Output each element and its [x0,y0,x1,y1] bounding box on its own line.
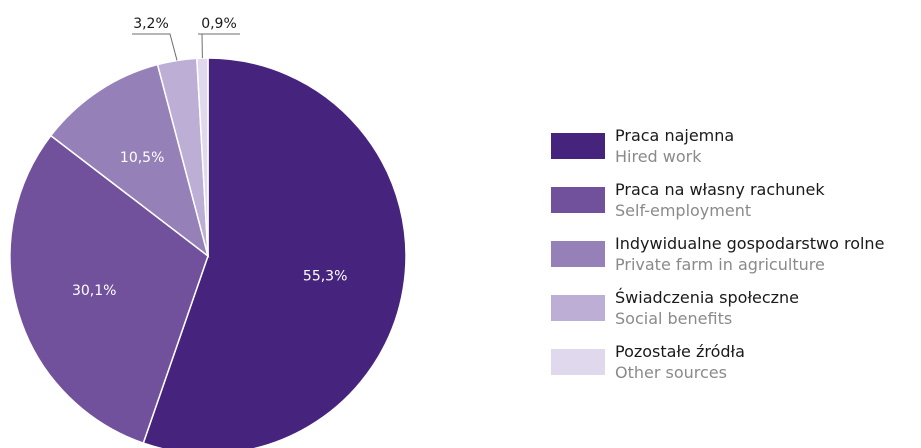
legend-label: Świadczenia społeczne [615,288,800,307]
pie-labels: 55,3% 30,1% 10,5% 3,2% 0,9% [72,16,347,299]
legend-swatch [551,241,605,267]
legend-label: Praca na własny rachunek [615,180,825,199]
callout-leader-line [198,33,240,59]
slice-value-label: 3,2% [133,16,169,32]
legend-label-en: Private farm in agriculture [615,255,825,274]
legend-label: Indywidualne gospodarstwo rolne [615,234,885,253]
slice-value-label: 55,3% [303,269,347,285]
slice-value-label: 0,9% [201,16,237,32]
pie-slices [9,57,407,448]
legend-swatch [551,133,605,159]
legend-swatch [551,295,605,321]
legend-label-en: Self-employment [615,201,752,220]
pie-slice [49,63,210,258]
legend-swatch [551,187,605,213]
pie-slice [142,57,407,448]
slice-value-label: 10,5% [120,150,164,166]
legend-label-en: Hired work [615,147,702,166]
legend-swatch [551,349,605,375]
pie-slice [9,134,209,445]
slice-value-label: 30,1% [72,283,116,299]
legend-label-en: Social benefits [615,309,733,328]
callout-leader-line [132,33,178,61]
legend-label: Praca najemna [615,126,735,145]
legend-label: Pozostałe źródła [615,342,745,361]
legend-label-en: Other sources [615,363,727,382]
